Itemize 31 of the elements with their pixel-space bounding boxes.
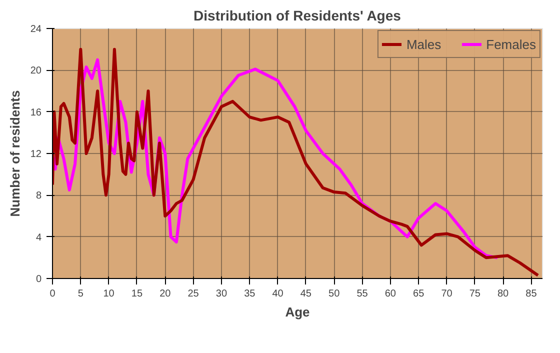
x-tick-label: 35 — [244, 288, 256, 300]
x-tick-label: 55 — [356, 288, 368, 300]
x-tick-label: 85 — [526, 288, 538, 300]
chart-title: Distribution of Residents' Ages — [194, 8, 402, 24]
y-tick-label: 8 — [36, 190, 42, 202]
x-tick-label: 45 — [300, 288, 312, 300]
y-axis-title: Number of residents — [7, 90, 22, 217]
y-tick-label: 20 — [30, 66, 42, 77]
y-tick-label: 16 — [30, 107, 42, 118]
x-tick-label: 60 — [384, 288, 396, 300]
x-tick-label: 20 — [160, 288, 172, 300]
x-axis-title: Age — [285, 304, 310, 320]
x-tick-label: 25 — [188, 288, 200, 300]
legend-label: Females — [486, 36, 536, 52]
line-series — [52, 48, 540, 277]
x-tick-label: 0 — [50, 288, 56, 300]
x-tick-label: 80 — [498, 288, 510, 300]
x-tick-label: 70 — [441, 288, 453, 300]
y-tick-label: 24 — [30, 24, 42, 35]
legend-label: Males — [406, 36, 442, 52]
x-tick-label: 65 — [413, 288, 425, 300]
x-tick-label: 5 — [78, 288, 84, 300]
y-tick-label: 12 — [30, 149, 42, 160]
x-tick-label: 50 — [328, 288, 340, 300]
y-tick-label: 0 — [36, 274, 42, 285]
x-tick-label: 40 — [272, 288, 284, 300]
x-tick-label: 75 — [469, 288, 481, 300]
y-tick-label: 4 — [36, 232, 42, 244]
x-tick-label: 15 — [131, 288, 143, 300]
x-tick-label: 10 — [103, 288, 115, 300]
x-tick-label: 30 — [216, 288, 228, 300]
